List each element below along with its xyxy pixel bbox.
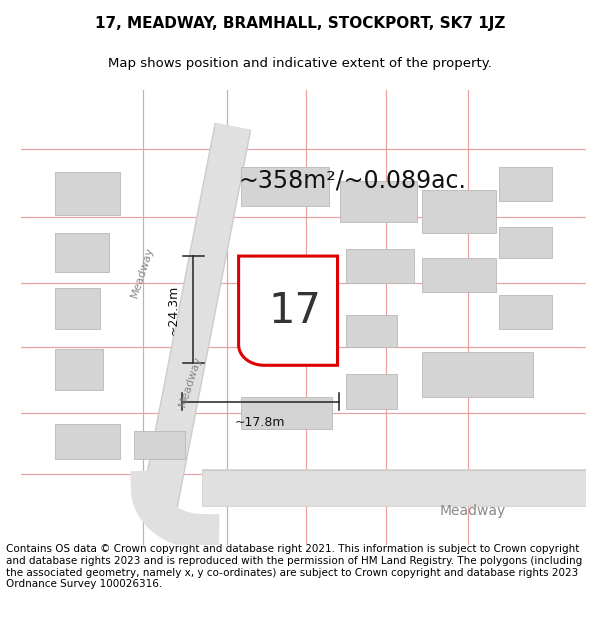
Text: Meadway: Meadway <box>440 504 506 518</box>
Bar <box>241 168 329 206</box>
Bar <box>499 295 552 329</box>
Bar <box>55 172 120 215</box>
Bar <box>134 431 185 459</box>
Text: Meadway: Meadway <box>130 245 155 299</box>
Bar <box>346 315 397 347</box>
Bar <box>55 349 103 390</box>
Text: ~358m²/~0.089ac.: ~358m²/~0.089ac. <box>239 169 466 193</box>
Bar <box>346 374 397 409</box>
Bar <box>55 233 109 272</box>
Bar <box>55 424 120 459</box>
Text: Meadway: Meadway <box>178 354 203 408</box>
Text: Map shows position and indicative extent of the property.: Map shows position and indicative extent… <box>108 58 492 71</box>
Text: Contains OS data © Crown copyright and database right 2021. This information is : Contains OS data © Crown copyright and d… <box>6 544 582 589</box>
Bar <box>55 288 100 329</box>
Bar <box>499 226 552 258</box>
Bar <box>499 168 552 201</box>
Text: 17: 17 <box>269 289 322 332</box>
Bar <box>422 190 496 233</box>
Text: 17, MEADWAY, BRAMHALL, STOCKPORT, SK7 1JZ: 17, MEADWAY, BRAMHALL, STOCKPORT, SK7 1J… <box>95 16 505 31</box>
Polygon shape <box>239 256 338 365</box>
Bar <box>241 397 332 429</box>
Bar <box>422 352 533 397</box>
Bar <box>340 181 416 222</box>
Text: ~24.3m: ~24.3m <box>166 284 179 334</box>
Text: ~17.8m: ~17.8m <box>235 416 286 429</box>
Bar <box>346 249 414 283</box>
Bar <box>422 258 496 292</box>
